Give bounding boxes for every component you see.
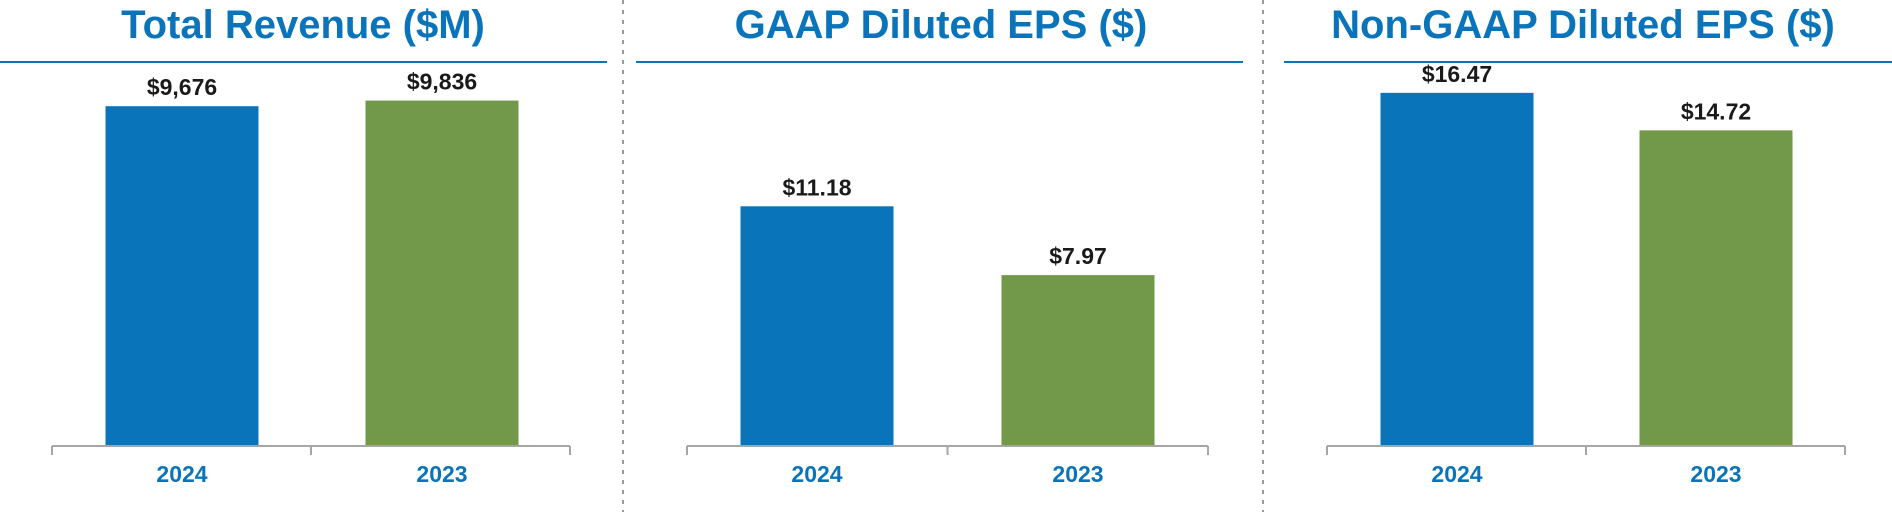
chart-panel-total-revenue: Total Revenue ($M) $9,676 $9,836 2024 2023: [0, 3, 607, 487]
chart-title: Non-GAAP Diluted EPS ($): [1331, 3, 1835, 47]
value-label: $16.47: [1422, 61, 1492, 87]
chart-panel-gaap-eps: GAAP Diluted EPS ($) $11.18 $7.97 2024 2023: [636, 3, 1243, 487]
x-tick-label: 2024: [1431, 461, 1482, 487]
x-tick-label: 2023: [1690, 461, 1741, 487]
bar-2024: [740, 206, 894, 446]
value-label: $9,836: [407, 69, 477, 95]
bar-2024: [1380, 92, 1534, 447]
x-tick-label: 2023: [1052, 461, 1103, 487]
value-label: $7.97: [1049, 243, 1107, 269]
chart-title: Total Revenue ($M): [121, 3, 485, 47]
bar-2024: [105, 106, 259, 446]
bar-2023: [1001, 275, 1155, 446]
plot-area: $16.47 $14.72 2024 2023: [1326, 61, 1846, 487]
value-label: $11.18: [782, 174, 851, 200]
bar-2023: [365, 100, 519, 446]
value-label: $9,676: [147, 74, 217, 100]
plot-area: $11.18 $7.97 2024 2023: [686, 174, 1209, 487]
chart-title: GAAP Diluted EPS ($): [735, 3, 1148, 47]
x-tick-label: 2024: [156, 461, 207, 487]
x-tick-label: 2023: [416, 461, 467, 487]
chart-panel-non-gaap-eps: Non-GAAP Diluted EPS ($) $16.47 $14.72 202…: [1284, 3, 1892, 487]
x-tick-label: 2024: [791, 461, 842, 487]
bar-2023: [1639, 130, 1793, 446]
plot-area: $9,676 $9,836 2024 2023: [51, 69, 571, 487]
value-label: $14.72: [1681, 98, 1751, 124]
